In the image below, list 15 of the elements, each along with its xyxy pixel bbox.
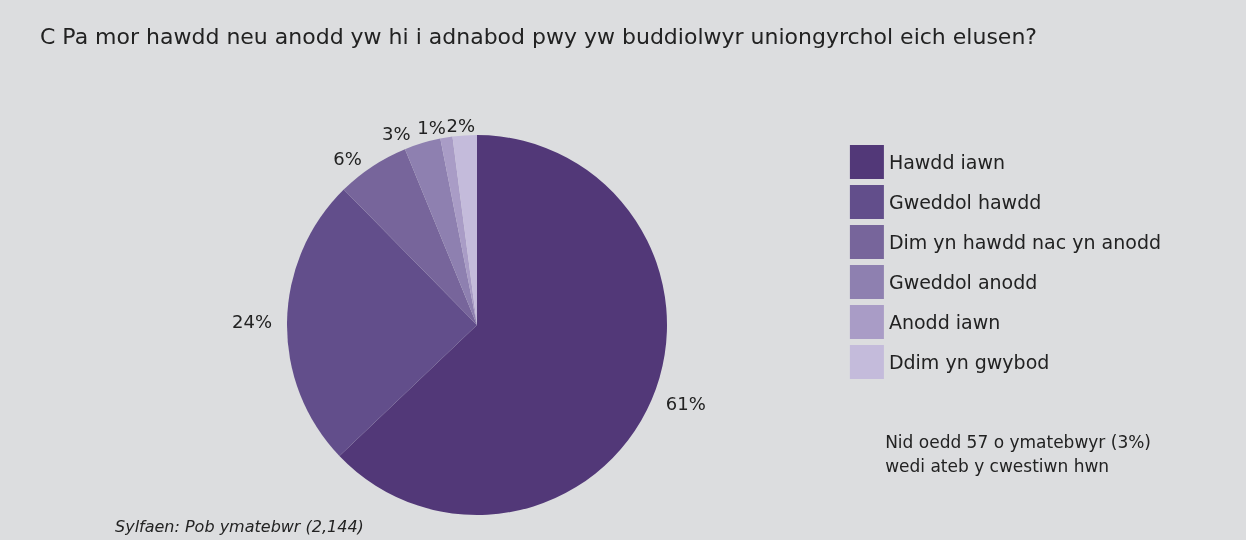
text: Nid oedd 57 o ymatebwyr (3%) wedi ateb y cwestiwn hwn	[885, 432, 1152, 476]
data-label: 3%	[381, 122, 411, 144]
legend-label: Gweddol anodd	[888, 271, 1038, 293]
legend-label: Anodd iawn	[888, 311, 1001, 333]
data-label: 1%	[417, 117, 446, 139]
legend-label: Gweddol hawdd	[888, 191, 1042, 213]
text: Sylfaen: Pob ymatebwr (2,144)	[115, 516, 364, 536]
data-label: 61%	[665, 393, 706, 415]
legend-label: Hawdd iawn	[888, 151, 1006, 173]
data-label: 6%	[333, 147, 362, 169]
data-label: 2%	[446, 114, 476, 136]
chart-title: C Pa mor hawdd neu anodd yw hi i adnabod pwy yw buddiolwyr uniongyrchol eich elusen?	[40, 23, 1038, 49]
data-label: 24%	[232, 311, 273, 333]
legend-label: Ddim yn gwybod	[888, 351, 1050, 373]
legend-label: Dim yn hawdd nac yn anodd	[888, 231, 1162, 253]
